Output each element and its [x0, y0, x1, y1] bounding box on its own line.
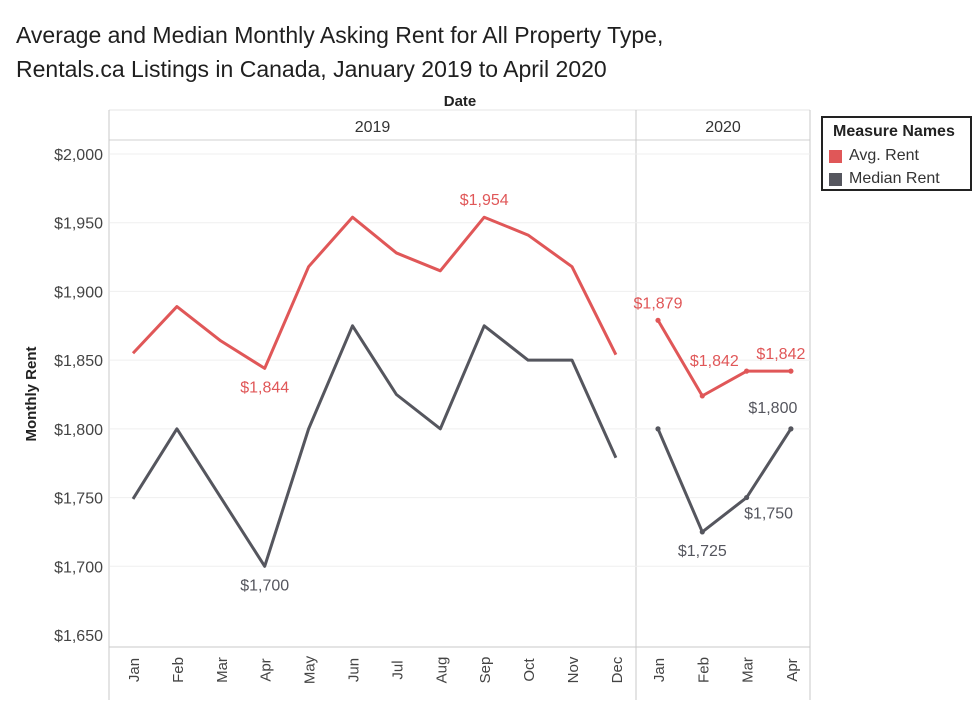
x-tick-label: Oct	[521, 658, 538, 682]
series-line-median-rent-2019	[131, 324, 618, 568]
x-tick-label: Jul	[389, 660, 406, 679]
series-line-avg-rent-2019	[131, 215, 618, 370]
data-label: $1,800	[748, 400, 797, 417]
y-tick-label: $1,650	[54, 628, 103, 645]
y-axis-label: Monthly Rent	[23, 347, 40, 442]
legend-label-median-rent: Median Rent	[849, 170, 940, 187]
chart-title-line-2: Rentals.ca Listings in Canada, January 2…	[16, 56, 607, 82]
x-tick-label: May	[302, 655, 319, 684]
data-point-median-rent	[788, 426, 794, 432]
x-tick-label: Apr	[784, 658, 801, 681]
y-tick-label: $1,750	[54, 491, 103, 508]
data-point-avg-rent	[655, 317, 661, 323]
data-point-median-rent	[744, 494, 750, 501]
x-tick-label: Mar	[740, 657, 757, 683]
series-line-avg-rent-2020	[656, 319, 791, 398]
y-tick-label: $1,700	[54, 559, 103, 576]
legend-label-avg-rent: Avg. Rent	[849, 147, 919, 164]
x-tick-label: Sep	[477, 657, 494, 684]
x-tick-label: Dec	[609, 656, 626, 683]
data-label: $1,842	[756, 346, 805, 363]
data-point-avg-rent	[788, 368, 794, 374]
y-tick-label: $1,950	[54, 216, 103, 233]
y-tick-label: $2,000	[54, 147, 103, 164]
x-tick-label: Aug	[433, 657, 450, 684]
data-label: $1,844	[240, 379, 289, 396]
x-tick-label: Jun	[346, 658, 363, 682]
y-tick-label: $1,850	[54, 353, 103, 370]
legend-swatch-median-rent	[829, 172, 842, 186]
data-label: $1,842	[690, 353, 739, 370]
legend-item-median-rent[interactable]: Median Rent	[829, 170, 940, 188]
column-header-label: Date	[444, 93, 477, 110]
panel-year-header-2019: 2019	[355, 119, 391, 136]
legend-item-avg-rent[interactable]: Avg. Rent	[829, 147, 919, 165]
data-label: $1,750	[744, 506, 793, 523]
data-point-median-rent	[655, 426, 661, 432]
x-tick-label: Jan	[651, 658, 668, 682]
chart-title: Average and Median Monthly Asking Rent f…	[16, 18, 663, 86]
x-tick-label: Nov	[565, 656, 582, 683]
y-tick-label: $1,900	[54, 284, 103, 301]
legend[interactable]: Measure Names Avg. Rent Median Rent	[821, 116, 972, 191]
x-tick-label: Feb	[170, 657, 187, 683]
x-tick-label: Jan	[126, 658, 143, 682]
x-tick-label: Apr	[258, 658, 275, 681]
y-tick-label: $1,800	[54, 422, 103, 439]
data-point-avg-rent	[744, 368, 750, 374]
x-tick-label: Mar	[214, 657, 231, 683]
data-label: $1,954	[460, 192, 509, 209]
data-label: $1,725	[678, 543, 727, 560]
data-point-median-rent	[699, 529, 705, 535]
data-label: $1,700	[240, 577, 289, 594]
legend-title: Measure Names	[833, 123, 955, 140]
panel-year-header-2020: 2020	[705, 119, 741, 136]
x-tick-label: Feb	[695, 657, 712, 683]
legend-swatch-avg-rent	[829, 149, 842, 163]
data-point-avg-rent	[699, 393, 705, 399]
data-label: $1,879	[634, 295, 683, 312]
series-line-median-rent-2020	[656, 428, 793, 534]
chart-title-line-1: Average and Median Monthly Asking Rent f…	[16, 22, 664, 48]
